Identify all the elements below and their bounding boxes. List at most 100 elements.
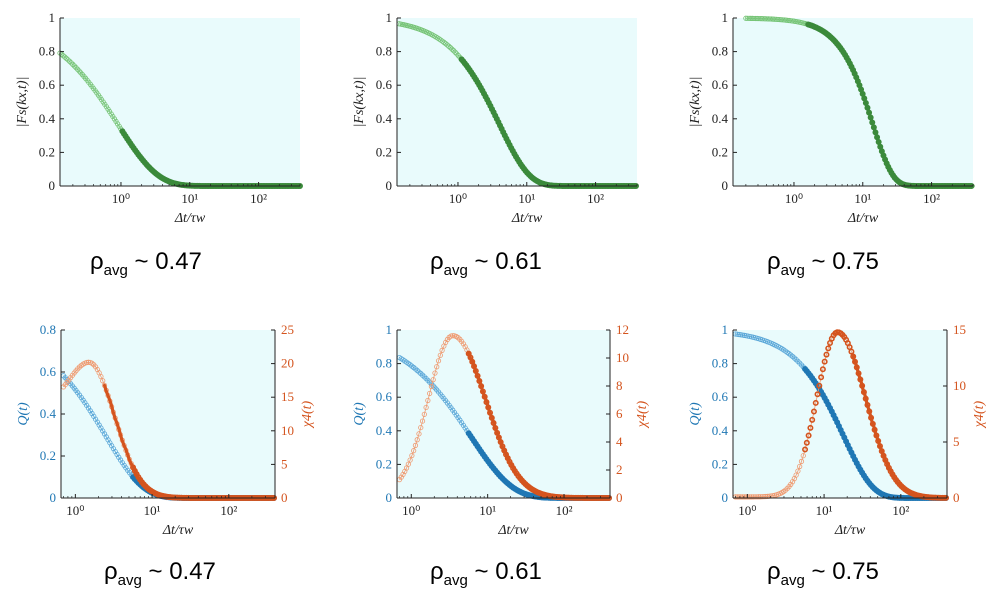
data-point — [750, 494, 756, 500]
data-point — [416, 431, 422, 437]
y-tick-label: 0.2 — [40, 448, 56, 463]
data-point — [741, 494, 747, 500]
data-point — [449, 46, 455, 52]
y-tick-label: 0 — [50, 490, 57, 505]
y-tick-label: 0.4 — [712, 111, 729, 126]
data-point — [848, 348, 855, 355]
data-point — [446, 43, 452, 49]
data-point — [810, 408, 817, 415]
x-axis-label: Δt/τw — [497, 523, 529, 538]
data-point — [803, 439, 810, 446]
y-axis-label: |Fs(kx,t)| — [688, 77, 703, 128]
data-point — [805, 432, 812, 439]
data-point — [412, 442, 419, 448]
x-tick-label: 10² — [556, 503, 573, 518]
data-point — [70, 61, 76, 67]
data-point — [764, 16, 770, 22]
data-point — [411, 448, 417, 454]
data-point — [65, 57, 71, 63]
y-tick-label: 0.8 — [376, 356, 392, 371]
data-point — [762, 16, 768, 22]
x-tick-label: 10¹ — [479, 503, 496, 518]
data-point — [421, 411, 427, 417]
x-tick-label: 10¹ — [854, 191, 871, 206]
data-point — [756, 494, 762, 500]
chart-panel-3: 10⁰ 10¹ 10² 0 0.2 0.4 0.6 0.8 1 Δt/τw |Fs(kx,t)| — [688, 10, 975, 226]
data-point — [454, 51, 460, 57]
data-point — [772, 16, 778, 22]
data-point — [763, 493, 769, 500]
data-point — [84, 359, 90, 366]
data-point — [744, 15, 751, 21]
data-point — [425, 397, 431, 404]
data-point — [802, 446, 809, 453]
data-point — [752, 494, 758, 500]
data-point — [743, 15, 749, 21]
y-tick-label: 0 — [722, 490, 729, 505]
y-axis-label: Q(t) — [352, 402, 367, 426]
data-point — [738, 332, 744, 338]
data-point — [798, 458, 805, 464]
y2-tick-label: 10 — [281, 423, 294, 438]
y2-axis-label: χ4(t) — [300, 400, 315, 429]
x-tick-label: 10² — [220, 503, 237, 518]
data-point — [757, 15, 763, 22]
y2-tick-label: 6 — [616, 406, 623, 421]
y2-tick-label: 2 — [616, 462, 623, 477]
x-axis-label: Δt/τw — [511, 211, 543, 226]
data-point — [819, 366, 826, 373]
data-point — [754, 15, 760, 22]
data-point — [434, 364, 440, 370]
data-point — [823, 351, 830, 358]
data-point — [778, 17, 784, 23]
y-axis-label: Q(t) — [688, 402, 703, 426]
y2-tick-label: 10 — [616, 350, 629, 365]
x-tick-label: 10⁰ — [785, 191, 803, 206]
data-point — [405, 461, 411, 467]
y2-tick-label: 12 — [616, 322, 629, 337]
data-point — [748, 494, 755, 500]
data-point — [444, 42, 450, 48]
data-point — [63, 55, 69, 62]
data-point — [58, 51, 65, 57]
data-point — [427, 390, 433, 397]
y2-tick-label: 10 — [953, 378, 966, 393]
data-point — [734, 331, 740, 337]
y-tick-label: 0.8 — [39, 44, 55, 59]
data-point — [85, 359, 92, 365]
data-point — [452, 49, 458, 55]
x-axis-label: Δt/τw — [162, 523, 194, 538]
y-tick-label: 1 — [722, 322, 729, 337]
y2-tick-label: 0 — [616, 490, 623, 505]
data-point — [419, 418, 426, 424]
data-point — [752, 15, 759, 22]
data-point — [745, 494, 751, 500]
data-point — [98, 373, 104, 380]
y2-tick-label: 5 — [281, 456, 288, 471]
chart-panel-5: 10⁰ 10¹ 10²00.20.40.60.81024681012Δt/τwQ(t… — [352, 322, 650, 538]
x-tick-label: 10¹ — [518, 191, 535, 206]
y2-tick-label: 25 — [281, 322, 294, 337]
y-tick-label: 0.6 — [712, 389, 729, 404]
data-point — [759, 16, 765, 22]
data-point — [760, 16, 767, 22]
y2-axis-label: χ4(t) — [635, 400, 650, 429]
data-point — [409, 452, 415, 459]
data-point — [439, 347, 445, 353]
x-tick-label: 10² — [250, 191, 267, 206]
x-tick-label: 10¹ — [181, 191, 198, 206]
data-point — [435, 358, 442, 364]
x-axis-label: Δt/τw — [834, 523, 866, 538]
data-point — [764, 493, 771, 499]
y-tick-label: 0.4 — [40, 406, 57, 421]
x-tick-label: 10¹ — [144, 503, 161, 518]
data-point — [770, 16, 776, 22]
y-tick-label: 0.4 — [39, 111, 56, 126]
plot-area — [60, 18, 300, 186]
data-point — [821, 358, 828, 365]
data-point — [441, 39, 447, 45]
data-point — [775, 16, 781, 23]
data-point — [809, 416, 816, 423]
data-point — [746, 15, 752, 21]
data-point — [814, 391, 821, 398]
